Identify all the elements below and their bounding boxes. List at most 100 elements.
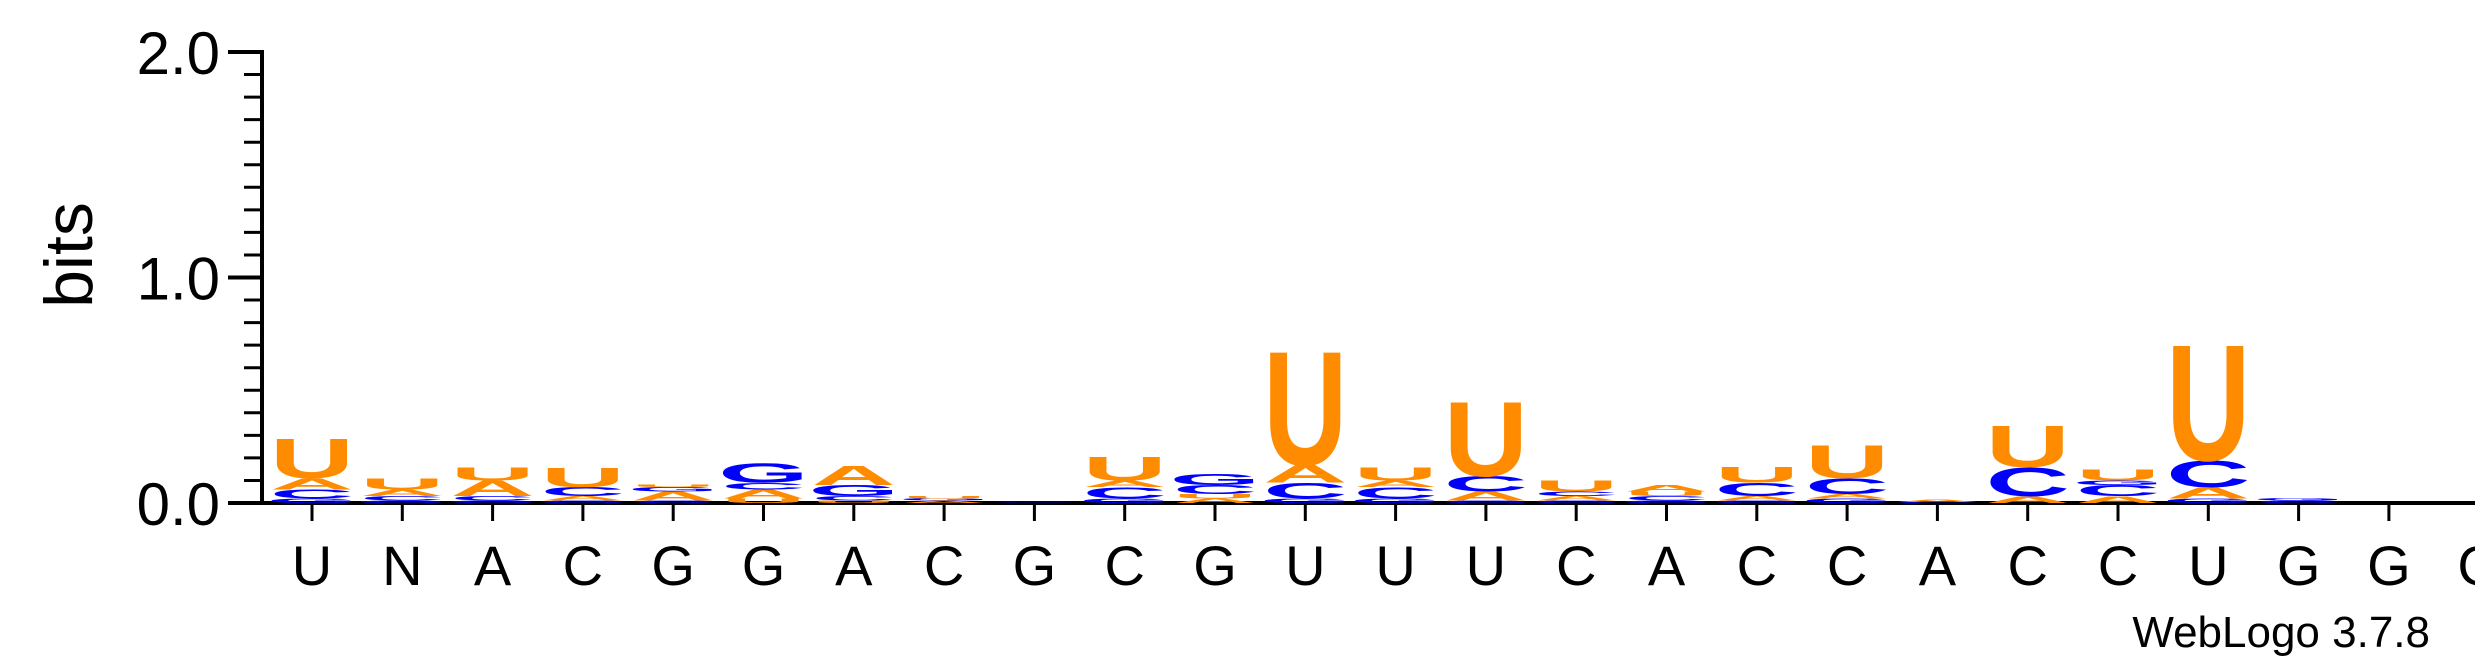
y-tick-label: 2.0 bbox=[137, 20, 220, 87]
logo-letter-A: A bbox=[1173, 497, 1257, 504]
logo-letter-C: C bbox=[541, 485, 625, 499]
logo-letter-A: A bbox=[721, 487, 805, 501]
logo-letter-U: U bbox=[902, 496, 986, 499]
y-tick-label: 0.0 bbox=[137, 471, 220, 538]
position-label: C bbox=[924, 534, 964, 597]
position-label: G bbox=[2277, 534, 2321, 597]
logo-letter-A: A bbox=[1805, 493, 1889, 500]
logo-letter-A: A bbox=[812, 459, 896, 491]
logo-letter-G: G bbox=[1802, 497, 1893, 504]
logo-letter-G: G bbox=[2163, 497, 2254, 504]
logo-letter-U: U bbox=[1624, 491, 1708, 498]
position-label: G bbox=[742, 534, 786, 597]
logo-letter-U: U bbox=[1715, 463, 1799, 488]
logo-letter-U: U bbox=[1083, 450, 1167, 488]
logo-letter-U: U bbox=[812, 500, 896, 503]
logo-letter-G: G bbox=[718, 457, 809, 489]
logo-letter-G: G bbox=[1350, 497, 1441, 504]
position-label: C bbox=[1827, 534, 1867, 597]
logo-letter-C: C bbox=[2256, 500, 2340, 503]
logo-letter-G: G bbox=[447, 500, 538, 503]
logo-letter-U: U bbox=[2076, 466, 2160, 483]
position-label: C bbox=[2007, 534, 2047, 597]
position-label: G bbox=[651, 534, 695, 597]
position-label: N bbox=[382, 534, 422, 597]
position-label: A bbox=[835, 534, 873, 597]
y-tick-label: 1.0 bbox=[137, 246, 220, 313]
logo-letter-U: U bbox=[1986, 413, 2070, 480]
logo-letter-U: U bbox=[1534, 478, 1618, 495]
logo-letter-C: C bbox=[270, 487, 354, 501]
logo-letter-G: G bbox=[1621, 500, 1712, 503]
logo-letter-A: A bbox=[902, 500, 986, 503]
logo-letter-A: A bbox=[450, 476, 534, 501]
position-label: C bbox=[563, 534, 603, 597]
logo-letter-G: G bbox=[808, 482, 899, 499]
logo-letter-C: C bbox=[1083, 484, 1167, 501]
logo-letter-U: U bbox=[2166, 311, 2250, 496]
logo-letter-A: A bbox=[1534, 495, 1618, 502]
position-label: G bbox=[2367, 534, 2411, 597]
logo-letter-A: A bbox=[1353, 479, 1437, 490]
logo-letter-A: A bbox=[1895, 499, 1979, 502]
position-label: U bbox=[1466, 534, 1506, 597]
position-label: A bbox=[474, 534, 512, 597]
logo-letter-G: G bbox=[1441, 500, 1532, 503]
logo-letter-A: A bbox=[270, 475, 354, 492]
position-label: U bbox=[1285, 534, 1325, 597]
logo-letter-C: C bbox=[1805, 474, 1889, 499]
logo-letter-G: G bbox=[2073, 479, 2164, 486]
logo-letter-A: A bbox=[1986, 494, 2070, 505]
logo-letter-A: A bbox=[631, 489, 715, 503]
y-axis-label: bits bbox=[31, 202, 107, 308]
logo-letter-A: A bbox=[1263, 460, 1347, 488]
logo-letter-G: G bbox=[1531, 500, 1622, 503]
logo-letter-A: A bbox=[1715, 495, 1799, 502]
position-label: U bbox=[292, 534, 332, 597]
logo-letter-C: C bbox=[1715, 479, 1799, 500]
logo-letter-C: C bbox=[2166, 454, 2250, 496]
position-label: G bbox=[2457, 534, 2475, 597]
logo-letter-G: G bbox=[989, 501, 1080, 502]
position-label: A bbox=[1919, 534, 1957, 597]
logo-letter-U: U bbox=[1173, 493, 1257, 500]
position-label: U bbox=[2188, 534, 2228, 597]
position-label: C bbox=[1104, 534, 1144, 597]
position-label: U bbox=[1375, 534, 1415, 597]
logo-letter-U: U bbox=[1263, 319, 1347, 501]
logo-letter-G: G bbox=[1079, 497, 1170, 504]
logo-letter-C: C bbox=[721, 481, 805, 492]
logo-letter-G: G bbox=[1711, 500, 1802, 503]
axes: 0.0 1.0 2.0 bbox=[137, 20, 2475, 538]
logo-letter-C: C bbox=[1624, 495, 1708, 502]
logo-letter-A: A bbox=[541, 495, 625, 502]
logo-letter-A: A bbox=[2076, 494, 2160, 505]
logo-letter-C: C bbox=[631, 500, 715, 503]
logo-letter-C: C bbox=[1444, 472, 1528, 497]
position-label: C bbox=[1556, 534, 1596, 597]
logo-letter-U: U bbox=[721, 497, 805, 504]
logo-letter-G: G bbox=[2253, 498, 2344, 501]
logo-letter-A: A bbox=[1083, 479, 1167, 490]
logo-letter-A: A bbox=[2166, 484, 2250, 501]
logo-letter-C: C bbox=[1895, 502, 1979, 504]
logo-letter-G: G bbox=[538, 500, 629, 503]
logo-letter-G: G bbox=[1170, 471, 1261, 488]
logo-letter-G: G bbox=[1260, 497, 1351, 504]
logo-letter-G: G bbox=[267, 497, 358, 504]
logo-letter-U: U bbox=[1353, 463, 1437, 484]
logo-letter-C: C bbox=[1353, 484, 1437, 501]
logo-letter-C: C bbox=[992, 502, 1076, 503]
logo-letter-U: U bbox=[360, 475, 444, 492]
logo-letter-A: A bbox=[1624, 483, 1708, 494]
logo-letter-U: U bbox=[541, 462, 625, 494]
logo-letter-C: C bbox=[812, 495, 896, 502]
logo-letter-U: U bbox=[1805, 435, 1889, 488]
position-label: C bbox=[1737, 534, 1777, 597]
logo-letter-G: G bbox=[357, 500, 448, 503]
position-label: G bbox=[1193, 534, 1237, 597]
weblogo-version-footer: WebLogo 3.7.8 bbox=[2132, 608, 2430, 657]
logo-letter-C: C bbox=[1173, 483, 1257, 497]
